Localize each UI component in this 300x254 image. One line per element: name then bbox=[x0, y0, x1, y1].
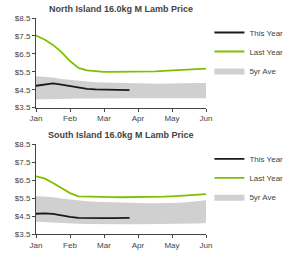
svg-text:5yr Ave: 5yr Ave bbox=[249, 67, 276, 76]
svg-text:Last Year: Last Year bbox=[249, 174, 283, 183]
svg-text:$3.5: $3.5 bbox=[15, 103, 31, 112]
svg-text:Jun: Jun bbox=[200, 241, 213, 250]
svg-text:Feb: Feb bbox=[63, 114, 77, 123]
svg-text:Apr: Apr bbox=[132, 241, 145, 250]
svg-text:Feb: Feb bbox=[63, 241, 77, 250]
svg-text:This Year: This Year bbox=[249, 155, 283, 164]
svg-text:Jan: Jan bbox=[30, 114, 43, 123]
svg-text:This Year: This Year bbox=[249, 29, 283, 38]
svg-text:$5.5: $5.5 bbox=[15, 68, 31, 77]
svg-text:Jun: Jun bbox=[200, 114, 213, 123]
svg-text:May: May bbox=[164, 241, 179, 250]
svg-text:$7.5: $7.5 bbox=[15, 158, 31, 167]
svg-text:May: May bbox=[164, 114, 179, 123]
svg-text:South Island 16.0kg M Lamb Pri: South Island 16.0kg M Lamb Price bbox=[48, 130, 194, 140]
svg-text:Jan: Jan bbox=[30, 241, 43, 250]
svg-text:Apr: Apr bbox=[132, 114, 145, 123]
svg-text:$8.5: $8.5 bbox=[15, 140, 31, 149]
svg-text:Mar: Mar bbox=[97, 241, 111, 250]
svg-text:$3.5: $3.5 bbox=[15, 230, 31, 239]
svg-text:North Island 16.0kg M Lamb Pri: North Island 16.0kg M Lamb Price bbox=[49, 4, 193, 14]
svg-text:$7.5: $7.5 bbox=[15, 32, 31, 41]
svg-text:Mar: Mar bbox=[97, 114, 111, 123]
svg-text:5yr Ave: 5yr Ave bbox=[249, 193, 276, 202]
svg-text:$6.5: $6.5 bbox=[15, 50, 31, 59]
svg-text:$5.5: $5.5 bbox=[15, 194, 31, 203]
svg-text:$6.5: $6.5 bbox=[15, 176, 31, 185]
svg-text:$4.5: $4.5 bbox=[15, 86, 31, 95]
svg-text:$8.5: $8.5 bbox=[15, 14, 31, 23]
svg-text:Last Year: Last Year bbox=[249, 48, 283, 57]
svg-text:$4.5: $4.5 bbox=[15, 212, 31, 221]
